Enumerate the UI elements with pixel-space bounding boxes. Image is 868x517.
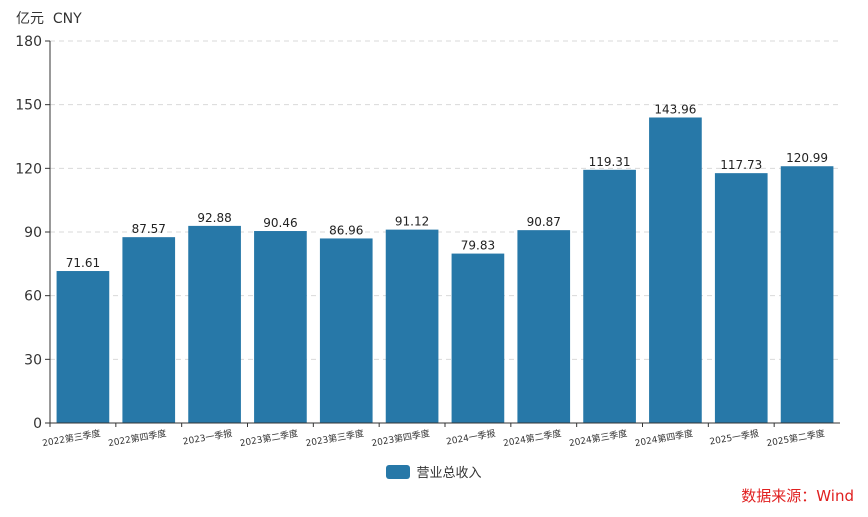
x-tick-label: 2024一季报 [445,427,496,447]
bar-value-label: 91.12 [395,215,429,229]
legend-swatch [386,464,411,479]
y-tick-label: 60 [24,289,42,305]
grid-lines [50,40,840,360]
bar[interactable] [451,253,505,423]
x-tick-label: 2022第三季度 [41,427,101,449]
y-tick-label: 120 [15,161,42,177]
bar-value-label: 90.46 [263,216,297,230]
legend[interactable]: 营业总收入 [0,462,868,481]
bar-value-label: 119.31 [589,155,631,169]
bar-value-label: 71.61 [66,256,100,270]
x-tick-label: 2024第二季度 [502,427,562,449]
x-tick-label: 2023第三季度 [305,427,365,449]
x-tick-label: 2025一季报 [709,427,760,447]
bar-value-label: 79.83 [461,239,495,253]
bar[interactable] [385,229,439,423]
bar[interactable] [583,169,636,423]
bar-value-label: 90.87 [527,215,561,229]
bar[interactable] [254,231,307,423]
bar[interactable] [188,225,241,423]
x-tick-label: 2024第四季度 [634,427,694,449]
x-tick-label: 2023第二季度 [239,427,299,449]
bar[interactable] [649,117,702,423]
x-tick-label: 2023第四季度 [371,427,431,449]
bar[interactable] [517,230,571,423]
revenue-bar-chart: 0 30 60 90 120 150 180 2022第三季度 2022第四季度 2023一季报 2… [15,34,840,449]
bar-value-label: 143.96 [654,102,696,116]
source-label: 数据来源：Wind [741,487,854,505]
bar[interactable] [122,237,176,423]
legend-label: 营业总收入 [416,466,482,481]
bar[interactable] [714,173,768,423]
bar-value-label: 86.96 [329,223,363,237]
bar[interactable] [780,166,834,423]
x-tick-label: 2023一季报 [182,427,233,447]
x-tick-label: 2022第四季度 [107,427,167,449]
y-axis-unit-label: 亿元 CNY [16,11,82,27]
bars [56,117,834,423]
y-tick-label: 0 [33,416,42,432]
bar-value-label: 117.73 [720,158,762,172]
y-tick-label: 150 [15,98,42,114]
bar[interactable] [56,271,110,423]
bar-value-label: 92.88 [197,211,231,225]
x-tick-label: 2024第三季度 [568,427,628,449]
data-labels: 71.61 87.57 92.88 90.46 86.96 91.12 79.83 90.87… [66,102,828,270]
y-tick-label: 30 [24,352,42,368]
bar-value-label: 120.99 [786,151,828,165]
bar[interactable] [319,238,373,423]
y-tick-label: 90 [24,225,42,241]
y-tick-label: 180 [15,34,42,50]
x-tick-label: 2025第二季度 [766,427,826,449]
bar-value-label: 87.57 [132,222,166,236]
